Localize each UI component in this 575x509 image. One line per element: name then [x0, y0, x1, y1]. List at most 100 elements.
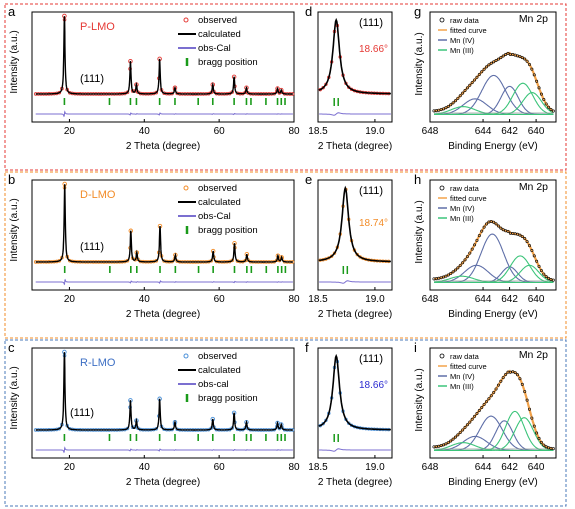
observed-series — [33, 349, 295, 432]
x-axis-label: Binding Energy (eV) — [448, 309, 538, 320]
raw-data-point — [520, 56, 524, 60]
raw-data-point — [463, 89, 467, 93]
raw-data-point — [442, 443, 446, 447]
raw-data-point — [551, 278, 555, 282]
raw-data-point — [539, 92, 543, 96]
raw-data-series — [432, 219, 555, 282]
raw-data-point — [449, 439, 453, 443]
raw-data-point — [458, 94, 462, 98]
raw-data-point — [456, 266, 460, 270]
raw-data-point — [444, 442, 448, 446]
plot-frame — [31, 179, 295, 291]
raw-data-point — [542, 443, 546, 447]
raw-data-point — [446, 104, 450, 108]
legend-diff-label: obs-cal — [198, 379, 229, 390]
legend-calculated-label: calculated — [198, 29, 241, 40]
peak-index-label: (111) — [359, 17, 383, 29]
raw-data-point — [525, 59, 529, 63]
x-tick-label: 640 — [528, 126, 545, 137]
plot-frame — [31, 11, 295, 123]
raw-data-point — [475, 75, 479, 79]
zoom-panel-e: e 18.5 19.0 2 Theta (degree) (111) 18.74° — [305, 172, 393, 320]
x-tick-label: 648 — [422, 294, 439, 305]
raw-data-point — [494, 387, 498, 391]
legend: observed calculated obs-Cal bragg position — [178, 183, 258, 236]
raw-data-point — [496, 57, 500, 61]
raw-data-point — [485, 222, 489, 226]
legend-mn3-label: Mn (III) — [450, 382, 474, 391]
raw-data-point — [482, 403, 486, 407]
plot-frame — [429, 11, 557, 123]
x-tick-label: 40 — [139, 462, 151, 473]
x-tick-label: 642 — [501, 126, 518, 137]
raw-data-point — [470, 81, 474, 85]
component-mn3-line — [434, 275, 554, 283]
raw-data-point — [458, 263, 462, 267]
observed-point — [321, 86, 325, 90]
panel-letter: g — [414, 4, 421, 19]
legend-raw-marker — [439, 353, 445, 359]
raw-data-point — [470, 247, 474, 251]
y-axis-label: Intensity (a.u.) — [9, 198, 20, 261]
raw-data-point — [492, 220, 496, 224]
xrd-panel-b: b Intensity (a.u.) 20 40 60 80 2 Theta (degree… — [8, 172, 300, 320]
raw-data-point — [518, 55, 522, 59]
legend-bragg-label: bragg position — [198, 57, 258, 68]
raw-data-point — [499, 379, 503, 383]
panel-letter: e — [305, 172, 312, 187]
y-axis-label: Intensity (a.u.) — [9, 30, 20, 93]
raw-data-point — [451, 437, 455, 441]
legend-observed-marker — [183, 185, 189, 191]
raw-data-series — [432, 370, 555, 451]
panel-letter: d — [305, 4, 312, 19]
x-tick-label: 640 — [528, 294, 545, 305]
raw-data-point — [492, 60, 496, 64]
xps-panel-h: h Intensity (a.u.) 648 644 642 640 Binding Ene… — [414, 172, 557, 320]
raw-data-point — [520, 382, 524, 386]
legend-calculated-label: calculated — [198, 365, 241, 376]
x-tick-label: 40 — [139, 294, 151, 305]
row-frame-1 — [4, 171, 567, 339]
calculated-line — [35, 184, 293, 263]
raw-data-point — [442, 107, 446, 111]
x-axis-label: 2 Theta (degree) — [318, 309, 392, 320]
raw-data-point — [480, 70, 484, 74]
raw-data-point — [537, 264, 541, 268]
x-axis-label: 2 Theta (degree) — [318, 141, 392, 152]
raw-data-point — [487, 63, 491, 67]
raw-data-point — [444, 106, 448, 110]
raw-data-point — [473, 78, 477, 82]
legend: observed calculated obs-Cal bragg position — [178, 15, 258, 68]
raw-data-point — [470, 417, 474, 421]
raw-data-point — [485, 65, 489, 69]
raw-data-point — [530, 249, 534, 253]
raw-data-point — [537, 436, 541, 440]
y-axis-label: Intensity (a.u.) — [9, 366, 20, 429]
component-mn3-line — [434, 106, 554, 115]
raw-data-point — [449, 103, 453, 107]
raw-data-point — [530, 416, 534, 420]
raw-data-point — [480, 229, 484, 233]
legend-mn4-label: Mn (IV) — [450, 36, 475, 45]
raw-data-point — [475, 411, 479, 415]
xrd-panel-c: c Intensity (a.u.) 20 40 60 80 2 Theta (degree… — [8, 340, 300, 488]
raw-data-point — [489, 61, 493, 65]
plot-frame — [317, 179, 393, 291]
raw-data-point — [494, 59, 498, 63]
observed-series — [318, 23, 391, 96]
raw-data-point — [527, 407, 531, 411]
raw-data-point — [520, 234, 524, 238]
x-tick-label: 20 — [64, 126, 76, 137]
plot-frame — [429, 179, 557, 291]
difference-line — [319, 112, 391, 116]
legend-raw-label: raw data — [450, 16, 480, 25]
raw-data-point — [539, 440, 543, 444]
raw-data-point — [453, 435, 457, 439]
plot-frame — [31, 347, 295, 459]
raw-data-point — [492, 391, 496, 395]
raw-data-point — [465, 255, 469, 259]
x-tick-label: 640 — [528, 462, 545, 473]
